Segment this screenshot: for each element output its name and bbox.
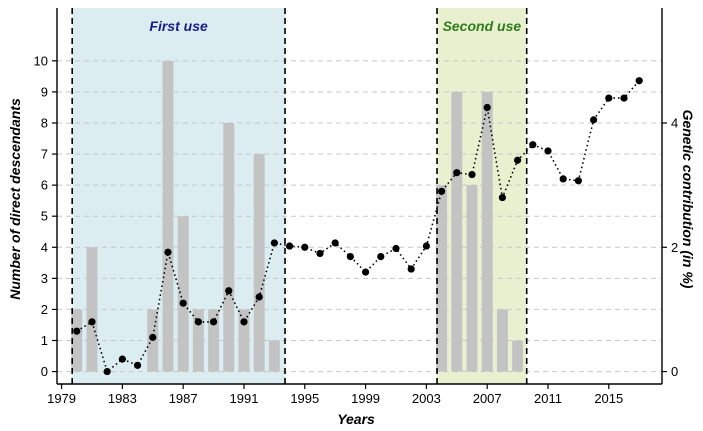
point-2008 (498, 193, 506, 202)
bar-2005 (451, 91, 463, 372)
point-2016 (620, 94, 628, 102)
y2-tick-label: 2 (671, 240, 678, 255)
x-tick-label: 1979 (47, 391, 76, 406)
x-tick-label: 2003 (412, 391, 441, 406)
x-tick-label: 1987 (169, 391, 198, 406)
y-tick-label: 1 (41, 333, 48, 348)
y-tick-label: 10 (34, 53, 48, 68)
point-2006 (468, 170, 476, 179)
point-1986 (164, 248, 172, 256)
point-1989 (209, 318, 218, 326)
point-1991 (240, 318, 248, 326)
y2-axis-title: Genetic contribution (in %) (680, 110, 696, 289)
bar-1988 (192, 309, 204, 372)
y-tick-label: 4 (41, 240, 48, 255)
bar-1987 (177, 216, 189, 372)
x-tick-label: 1983 (108, 391, 137, 406)
axes: 0 1 2 3 4 5 6 7 8 9 10 0 2 4 1979 1983 1987 1991 1995 1999 2… (34, 8, 678, 406)
x-tick-label: 1991 (230, 391, 259, 406)
y-tick-label: 5 (41, 209, 48, 224)
bar-1991 (238, 309, 250, 372)
point-2003 (422, 242, 430, 250)
point-1999 (361, 268, 370, 276)
point-1992 (255, 293, 263, 301)
text-labels: Years Number of direct descendants Genet… (7, 18, 696, 427)
y2-tick-label: 4 (671, 115, 678, 130)
point-1997 (331, 239, 339, 247)
point-1988 (194, 318, 202, 326)
point-2015 (605, 94, 613, 102)
x-tick-label: 1995 (290, 391, 319, 406)
point-2005 (453, 169, 461, 177)
point-1982 (103, 367, 111, 376)
y-tick-label: 2 (41, 302, 48, 317)
y-tick-label: 9 (41, 84, 48, 99)
point-2017 (635, 77, 643, 85)
bar-2008 (496, 309, 508, 372)
bar-2004 (436, 185, 448, 372)
point-2002 (407, 265, 415, 273)
bar-1992 (253, 154, 265, 372)
bar-1980 (71, 309, 83, 372)
point-1998 (346, 252, 354, 261)
point-1987 (179, 299, 187, 307)
point-1996 (316, 249, 324, 258)
point-2000 (377, 252, 385, 261)
point-1984 (133, 361, 142, 369)
point-2001 (392, 244, 400, 253)
bar-2006 (466, 185, 478, 372)
y-tick-label: 6 (41, 178, 48, 193)
point-1981 (88, 318, 96, 326)
y-axis-title: Number of direct descendants (7, 98, 23, 300)
point-1983 (118, 355, 126, 363)
x-axis-title: Years (337, 411, 375, 427)
bar-2007 (481, 91, 493, 372)
x-tick-label: 2007 (473, 391, 502, 406)
line-series (73, 77, 643, 376)
y-tick-label: 7 (41, 147, 48, 162)
point-2012 (559, 175, 567, 183)
x-tick-label: 2011 (534, 391, 562, 406)
x-tick-label: 2015 (594, 391, 623, 406)
y-tick-label: 3 (41, 271, 48, 286)
point-1985 (149, 333, 157, 341)
bar-1993 (268, 340, 280, 372)
period-dividers (71, 8, 528, 384)
point-1990 (225, 287, 233, 295)
bar-1986 (162, 60, 174, 372)
point-1993 (270, 239, 278, 247)
point-2014 (589, 116, 598, 124)
point-1995 (301, 243, 309, 251)
point-2009 (513, 156, 522, 164)
point-2010 (529, 141, 537, 149)
bar-1981 (86, 247, 98, 372)
y-tick-label: 8 (41, 115, 48, 130)
point-2013 (574, 177, 582, 185)
y2-tick-label: 0 (671, 364, 678, 379)
x-tick-label: 1999 (351, 391, 380, 406)
bar-1989 (208, 309, 220, 372)
point-2011 (544, 147, 552, 155)
point-2004 (437, 187, 446, 195)
bar-1990 (223, 122, 235, 372)
bar-series (71, 60, 524, 372)
y-tick-label: 0 (41, 364, 48, 379)
period-label-second-use: Second use (443, 18, 522, 34)
bar-2009 (512, 340, 524, 372)
period-label-first-use: First use (149, 18, 208, 34)
point-1994 (285, 242, 294, 250)
point-1980 (73, 327, 81, 335)
point-2007 (483, 103, 491, 112)
